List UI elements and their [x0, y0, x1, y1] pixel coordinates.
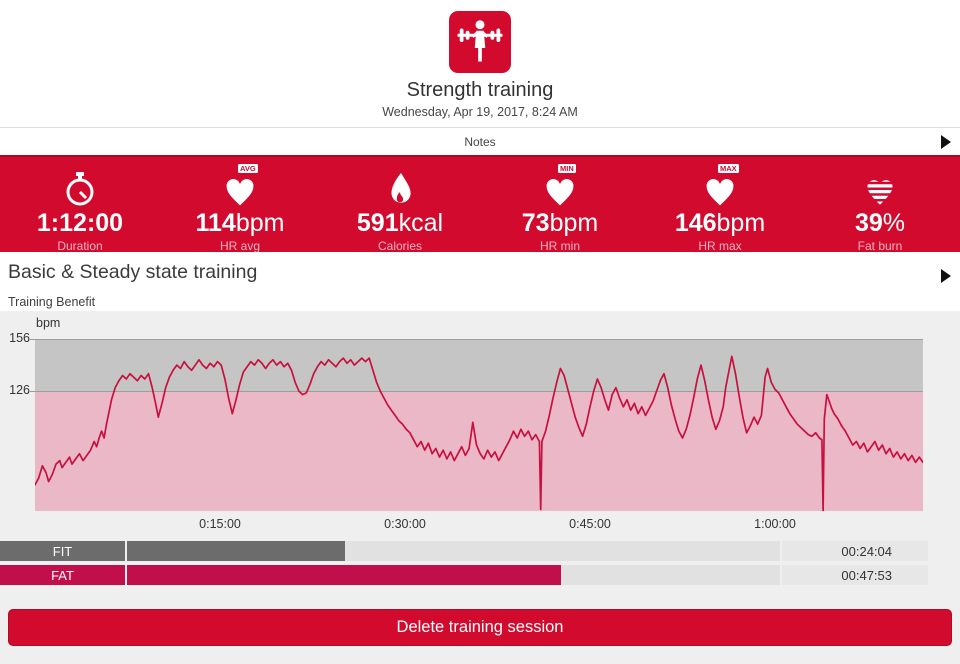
stat-hr-max: MAX 146bpm HR max [640, 157, 800, 253]
flame-icon [320, 163, 480, 207]
training-benefit-title: Basic & Steady state training [8, 261, 258, 283]
training-benefit-section: Basic & Steady state training Training B… [0, 252, 960, 311]
fit-zone-bar [127, 541, 346, 561]
x-tick-15: 0:15:00 [199, 517, 241, 531]
avg-badge: AVG [238, 164, 258, 173]
heart-rate-chart: bpm 156 126 0:15:00 0:30:00 0:45:00 1:00… [0, 311, 960, 537]
gridline-126 [30, 391, 923, 392]
expand-notes-icon[interactable] [941, 134, 951, 149]
fat-zone-row: FAT 00:47:53 [0, 565, 960, 585]
min-badge: MIN [558, 164, 576, 173]
fit-zone-row: FIT 00:24:04 [0, 541, 960, 561]
x-tick-60: 1:00:00 [754, 517, 796, 531]
stat-value: 73bpm [521, 209, 599, 237]
analysis-panel: bpm 156 126 0:15:00 0:30:00 0:45:00 1:00… [0, 311, 960, 664]
stopwatch-icon [0, 163, 160, 207]
gridline-156 [30, 339, 923, 340]
stat-value: 114bpm [195, 209, 285, 237]
stat-hr-avg: AVG 114bpm HR avg [160, 157, 320, 253]
y-tick-156: 156 [9, 331, 30, 345]
stat-value: 39% [854, 209, 906, 237]
stat-label: HR min [539, 239, 580, 253]
stat-fat-burn: 39% Fat burn [800, 157, 960, 253]
training-benefit-subtitle: Training Benefit [8, 295, 96, 309]
fit-zone-track [127, 541, 780, 561]
stat-value: 1:12:00 [36, 209, 124, 237]
notes-row[interactable]: Notes [0, 127, 960, 155]
stat-label: HR max [698, 239, 742, 253]
page-title: Strength training [406, 79, 554, 101]
fat-zone-duration: 00:47:53 [782, 565, 928, 585]
fit-zone-label: FIT [0, 541, 125, 561]
heart-max-icon: MAX [640, 163, 800, 207]
heart-rate-line [35, 355, 923, 511]
delete-training-session-button[interactable]: Delete training session [8, 609, 952, 646]
stat-label: HR avg [219, 239, 260, 253]
stat-hr-min: MIN 73bpm HR min [480, 157, 640, 253]
hr-plot-area [30, 339, 923, 511]
x-tick-45: 0:45:00 [569, 517, 611, 531]
summary-stats-bar: 1:12:00 Duration AVG 114bpm HR avg 591kc… [0, 155, 960, 253]
strength-training-icon [449, 11, 511, 73]
stat-duration: 1:12:00 Duration [0, 157, 160, 253]
weightlifter-pictogram [457, 20, 503, 62]
fat-zone-bar [127, 565, 562, 585]
fit-zone-duration: 00:24:04 [782, 541, 928, 561]
session-datetime: Wednesday, Apr 19, 2017, 8:24 AM [382, 105, 578, 119]
expand-section-icon[interactable] [941, 269, 951, 283]
x-tick-30: 0:30:00 [384, 517, 426, 531]
session-header: Strength training Wednesday, Apr 19, 201… [0, 0, 960, 119]
stat-label: Duration [57, 239, 103, 253]
heart-min-icon: MIN [480, 163, 640, 207]
fat-zone-label: FAT [0, 565, 125, 585]
stat-calories: 591kcal Calories [320, 157, 480, 253]
y-axis-title: bpm [36, 316, 61, 330]
stat-value: 591kcal [356, 209, 444, 237]
stat-value: 146bpm [674, 209, 766, 237]
striped-heart-icon [800, 163, 960, 207]
max-badge: MAX [718, 164, 739, 173]
notes-label: Notes [464, 134, 496, 149]
stat-label: Calories [377, 239, 422, 253]
heart-avg-icon: AVG [160, 163, 320, 207]
fat-zone-track [127, 565, 780, 585]
y-tick-126: 126 [9, 383, 30, 398]
hr-zone-rows: FIT 00:24:04 FAT 00:47:53 [0, 541, 960, 585]
stat-label: Fat burn [857, 239, 903, 253]
